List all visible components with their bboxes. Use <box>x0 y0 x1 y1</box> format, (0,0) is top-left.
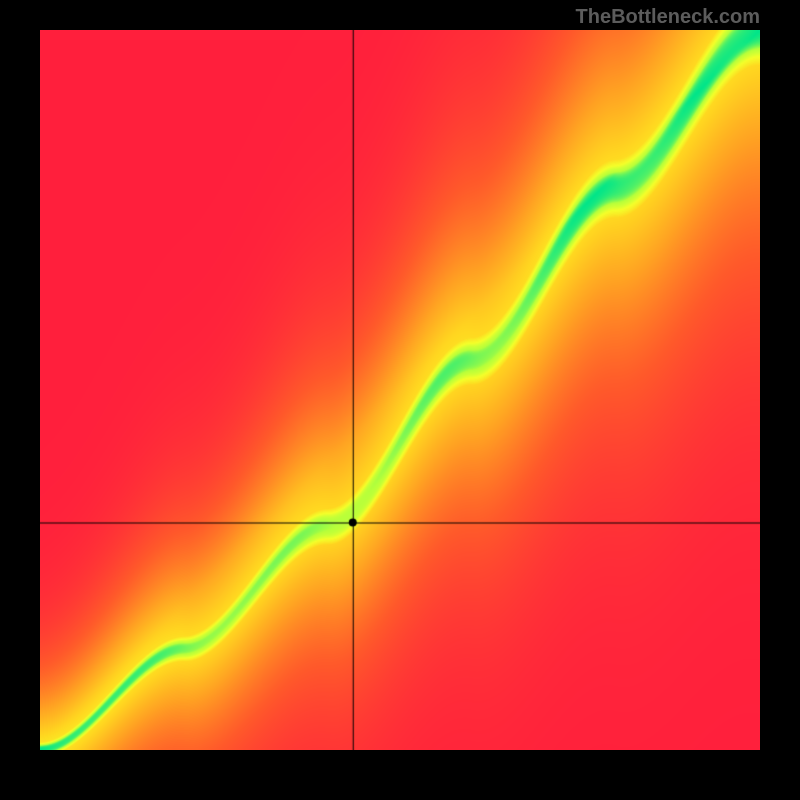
bottleneck-heatmap <box>40 30 760 750</box>
watermark-text: TheBottleneck.com <box>576 6 760 29</box>
heatmap-canvas <box>40 30 760 750</box>
